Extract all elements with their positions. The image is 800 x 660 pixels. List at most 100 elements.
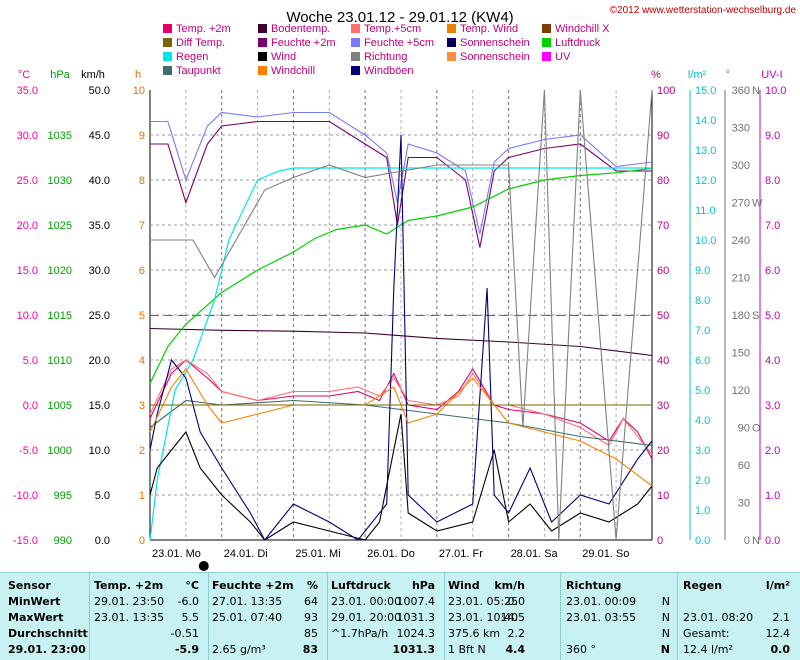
series-temp-5cm (149, 359, 653, 455)
tick-label-compass: O (752, 423, 761, 435)
tick-label-wind: 40.0 (89, 175, 110, 187)
table-cell: -6.0 (177, 595, 199, 608)
series-luftdruck (149, 167, 653, 384)
legend-label: Sonnenschein (460, 37, 530, 49)
legend-swatch (258, 52, 267, 61)
x-tick-label: 29.01. So (582, 548, 629, 560)
table-column-separator (89, 573, 90, 660)
table-cell: 0.0 (770, 643, 791, 656)
legend-swatch (447, 52, 456, 61)
tick-label-rain: 3.0 (695, 445, 710, 457)
tick-label-hours: 7 (139, 220, 145, 232)
axis-unit-lm2: l/m² (688, 69, 707, 81)
legend-label: Wind (271, 51, 296, 63)
table-header: Feuchte +2m (212, 579, 294, 592)
tick-label-rain: 0.0 (695, 535, 710, 547)
table-cell: 93 (304, 611, 318, 624)
tick-label-pressure: 1015 (48, 310, 72, 322)
table-cell: 23.01. 03:55 (566, 611, 637, 624)
tick-label-wind: 15.0 (89, 400, 110, 412)
legend-swatch (447, 38, 456, 47)
legend-label: Temp. +2m (176, 23, 231, 35)
tick-label-uv: 6.0 (765, 265, 780, 277)
tick-label-rain: 6.0 (695, 355, 710, 367)
tick-label-uv: 10.0 (765, 85, 786, 97)
tick-label-hours: 9 (139, 130, 145, 142)
table-cell: MinWert (8, 595, 61, 608)
tick-label-direction: 60 (738, 460, 750, 472)
axis-unit-uv: UV-I (761, 69, 782, 81)
tick-label-rain: 4.0 (695, 415, 710, 427)
table-cell: 27.01. 13:35 (212, 595, 283, 608)
table-cell: 360 ° (566, 643, 596, 656)
tick-label-humidity: 90 (657, 130, 669, 142)
table-cell: 1007.4 (396, 595, 436, 608)
series-windb-en (149, 134, 653, 541)
tick-label-direction: 120 (732, 385, 750, 397)
axis-units: °C hPa km/h h% l/m² ° UV-I (18, 69, 783, 81)
table-header: hPa (411, 579, 435, 592)
table-cell: Gesamt: (683, 627, 730, 640)
tick-label-pressure: 1005 (48, 400, 72, 412)
table-header: km/h (494, 579, 525, 592)
tick-label-wind: 35.0 (89, 220, 110, 232)
table-cell: N (660, 643, 670, 656)
tick-label-rain: 8.0 (695, 295, 710, 307)
table-cell: 0.0 (507, 595, 526, 608)
series-richtung (150, 89, 653, 541)
table-header: Regen (683, 579, 723, 592)
tick-label-uv: 1.0 (765, 490, 780, 502)
table-cell: 12.4 l/m² (683, 643, 733, 656)
tick-label-uv: 7.0 (765, 220, 780, 232)
tick-label-hours: 10 (133, 85, 145, 97)
table-header: % (306, 579, 318, 592)
table-cell: 29.01. 20:00 (331, 611, 402, 624)
legend-swatch (163, 38, 172, 47)
table-header: Sensor (8, 579, 51, 592)
x-tick-label: 25.01. Mi (295, 548, 340, 560)
tick-label-compass: S (752, 310, 759, 322)
tick-label-temp: 10.0 (17, 310, 38, 322)
legend-swatch (351, 24, 360, 33)
tick-label-uv: 4.0 (765, 355, 780, 367)
tick-label-hours: 4 (139, 355, 145, 367)
x-tick-label: 23.01. Mo (152, 548, 201, 560)
table-cell: 85 (304, 627, 318, 640)
tick-label-humidity: 100 (657, 85, 675, 97)
tick-label-pressure: 990 (54, 535, 72, 547)
tick-label-hours: 1 (139, 490, 145, 502)
table-cell: 23.01. 10:40 (448, 611, 519, 624)
tick-label-wind: 30.0 (89, 265, 110, 277)
tick-label-wind: 25.0 (89, 310, 110, 322)
tick-label-humidity: 80 (657, 175, 669, 187)
table-cell: 23.01. 08:20 (683, 611, 754, 624)
tick-label-uv: 0.0 (765, 535, 780, 547)
tick-label-humidity: 40 (657, 355, 669, 367)
weather-chart: Woche 23.01.12 - 29.01.12 (KW4) ©2012 ww… (13, 5, 796, 571)
tick-label-humidity: 30 (657, 400, 669, 412)
table-header: l/m² (765, 579, 790, 592)
tick-label-temp: -10.0 (13, 490, 38, 502)
tick-label-uv: 5.0 (765, 310, 780, 322)
tick-label-direction: 270 (732, 198, 750, 210)
table-cell: 23.01. 00:09 (566, 595, 637, 608)
legend-label: Regen (176, 51, 208, 63)
tick-label-wind: 20.0 (89, 355, 110, 367)
tick-label-direction: 0 (744, 535, 750, 547)
x-tick-label: 26.01. Do (367, 548, 415, 560)
legend-swatch (542, 24, 551, 33)
tick-label-rain: 10.0 (695, 235, 716, 247)
legend-swatch (351, 66, 360, 75)
legend-swatch (258, 24, 267, 33)
grid (150, 90, 652, 540)
legend-swatch (163, 52, 172, 61)
legend-label: UV (555, 51, 571, 63)
tick-label-rain: 12.0 (695, 175, 716, 187)
tick-label-direction: 150 (732, 348, 750, 360)
legend-swatch (258, 38, 267, 47)
x-tick-label: 27.01. Fr (439, 548, 483, 560)
tick-label-direction: 300 (732, 160, 750, 172)
tick-label-pressure: 1025 (48, 220, 72, 232)
table-cell: 23.01. 13:35 (94, 611, 165, 624)
tick-label-pressure: 1020 (48, 265, 72, 277)
